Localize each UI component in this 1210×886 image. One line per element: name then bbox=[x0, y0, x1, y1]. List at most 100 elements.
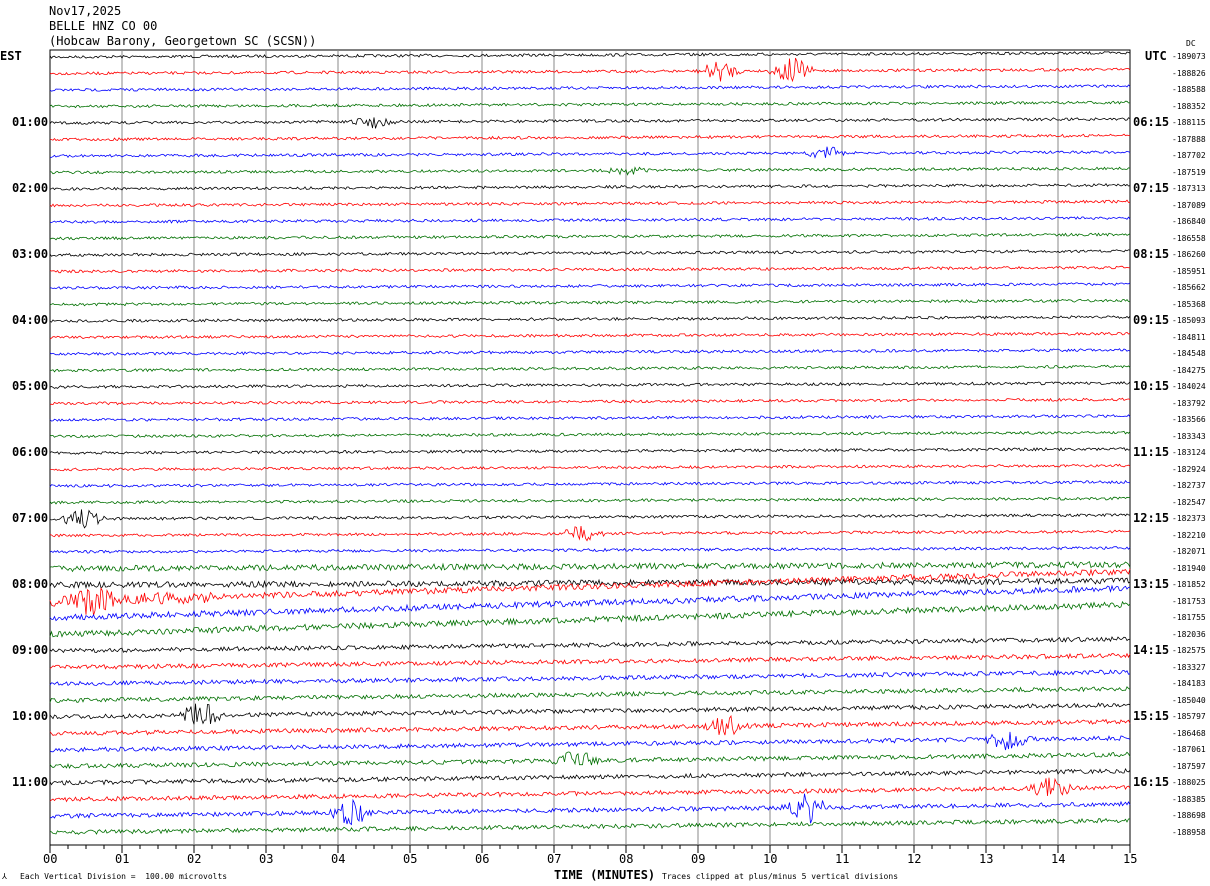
left-hour-label: 05:00 bbox=[12, 379, 49, 393]
x-tick-label: 08 bbox=[619, 852, 634, 866]
dc-offset-label: -182924 bbox=[1172, 464, 1206, 474]
trace-row-34 bbox=[49, 584, 1131, 622]
dc-label: DC bbox=[1186, 39, 1196, 48]
dc-offset-label: -187089 bbox=[1172, 200, 1206, 210]
dc-offset-label: -182373 bbox=[1172, 514, 1206, 523]
dc-offset-label: -187313 bbox=[1172, 184, 1206, 193]
dc-offset-label: -185368 bbox=[1172, 299, 1206, 309]
right-hour-label: 10:15 bbox=[1133, 379, 1170, 393]
trace-row-20 bbox=[49, 381, 1131, 389]
trace-row-36 bbox=[49, 636, 1131, 654]
trace-row-4 bbox=[49, 117, 1131, 129]
trace-row-26 bbox=[49, 480, 1131, 488]
trace-row-29 bbox=[49, 525, 1131, 542]
left-hour-label: 04:00 bbox=[12, 313, 49, 327]
clip-note: Traces clipped at plus/minus 5 vertical … bbox=[662, 872, 899, 881]
right-hour-label: 16:15 bbox=[1133, 775, 1170, 789]
trace-row-7 bbox=[49, 166, 1131, 176]
trace-row-1 bbox=[49, 57, 1131, 83]
trace-row-44 bbox=[49, 767, 1131, 786]
dc-offset-label: -185093 bbox=[1172, 316, 1206, 325]
dc-offset-label: -187702 bbox=[1172, 151, 1206, 160]
right-hour-label: 07:15 bbox=[1133, 181, 1170, 195]
dc-offset-label: -189073 bbox=[1172, 52, 1206, 61]
scale-note-icon: ⅄ bbox=[2, 872, 7, 881]
trace-row-38 bbox=[49, 669, 1131, 686]
x-tick-label: 06 bbox=[475, 852, 490, 866]
dc-offset-label: -182547 bbox=[1172, 497, 1206, 507]
dc-offset-label: -181753 bbox=[1172, 596, 1206, 606]
x-tick-label: 04 bbox=[331, 852, 346, 866]
dc-offset-label: -185797 bbox=[1172, 712, 1206, 721]
trace-row-17 bbox=[49, 331, 1131, 340]
dc-offset-label: -182036 bbox=[1172, 629, 1206, 639]
dc-offset-label: -184548 bbox=[1172, 349, 1206, 358]
dc-offset-label: -185040 bbox=[1172, 695, 1206, 705]
station-label: BELLE HNZ CO 00 bbox=[49, 19, 158, 33]
trace-row-6 bbox=[49, 146, 1131, 159]
dc-offset-label: -185951 bbox=[1172, 266, 1206, 276]
trace-row-25 bbox=[49, 463, 1131, 472]
trace-row-0 bbox=[49, 51, 1131, 59]
scale-note: Each Vertical Division = 100.00 microvol… bbox=[20, 872, 228, 881]
dc-offset-label: -182210 bbox=[1172, 530, 1206, 540]
right-timezone: UTC bbox=[1145, 49, 1167, 63]
x-tick-label: 12 bbox=[907, 852, 922, 866]
x-tick-label: 15 bbox=[1123, 852, 1138, 866]
trace-row-47 bbox=[49, 817, 1131, 835]
dc-offset-label: -184275 bbox=[1172, 365, 1206, 375]
trace-row-45 bbox=[49, 777, 1131, 803]
x-tick-label: 14 bbox=[1051, 852, 1066, 866]
dc-offset-label: -185662 bbox=[1172, 283, 1206, 292]
trace-row-16 bbox=[49, 315, 1131, 323]
trace-row-9 bbox=[49, 199, 1131, 208]
dc-offset-label: -188958 bbox=[1172, 827, 1206, 837]
x-tick-label: 02 bbox=[187, 852, 202, 866]
x-tick-label: 09 bbox=[691, 852, 706, 866]
trace-row-23 bbox=[49, 430, 1131, 439]
dc-offset-label: -187061 bbox=[1172, 745, 1206, 754]
trace-row-39 bbox=[49, 686, 1131, 703]
right-hour-label: 14:15 bbox=[1133, 643, 1170, 657]
left-hour-label: 02:00 bbox=[12, 181, 49, 195]
left-hour-label: 11:00 bbox=[12, 775, 49, 789]
trace-row-21 bbox=[49, 397, 1131, 406]
trace-row-37 bbox=[49, 652, 1131, 670]
x-tick-label: 10 bbox=[763, 852, 778, 866]
left-timezone: EST bbox=[0, 49, 22, 63]
trace-row-13 bbox=[49, 265, 1131, 274]
dc-offset-label: -183792 bbox=[1172, 398, 1206, 408]
dc-offset-label: -181755 bbox=[1172, 613, 1206, 622]
dc-offset-label: -188025 bbox=[1172, 778, 1206, 787]
trace-row-19 bbox=[49, 364, 1131, 373]
dc-offset-label: -184024 bbox=[1172, 382, 1206, 391]
trace-row-14 bbox=[49, 282, 1131, 290]
x-tick-label: 13 bbox=[979, 852, 994, 866]
dc-offset-label: -186468 bbox=[1172, 728, 1206, 738]
trace-row-22 bbox=[49, 414, 1131, 422]
dc-offset-label: -188352 bbox=[1172, 101, 1206, 111]
dc-offset-label: -181852 bbox=[1172, 580, 1206, 589]
dc-offset-label: -188588 bbox=[1172, 85, 1206, 94]
x-tick-label: 07 bbox=[547, 852, 562, 866]
trace-row-24 bbox=[49, 447, 1131, 455]
trace-row-41 bbox=[49, 715, 1131, 736]
dc-offset-label: -183327 bbox=[1172, 662, 1206, 672]
dc-offset-label: -182071 bbox=[1172, 547, 1206, 556]
trace-row-35 bbox=[49, 600, 1131, 638]
trace-row-27 bbox=[49, 496, 1131, 505]
dc-offset-label: -188115 bbox=[1172, 118, 1206, 127]
trace-row-46 bbox=[50, 793, 1131, 826]
trace-row-15 bbox=[49, 298, 1131, 307]
trace-row-28 bbox=[49, 509, 1131, 529]
right-hour-label: 13:15 bbox=[1133, 577, 1170, 591]
location-label: (Hobcaw Barony, Georgetown SC (SCSN)) bbox=[49, 34, 317, 48]
trace-row-32 bbox=[49, 577, 1131, 590]
dc-offset-label: -186558 bbox=[1172, 233, 1206, 243]
dc-offset-label: -182737 bbox=[1172, 481, 1206, 490]
x-tick-label: 05 bbox=[403, 852, 418, 866]
trace-row-5 bbox=[49, 133, 1131, 142]
dc-offset-label: -182575 bbox=[1172, 646, 1206, 655]
right-hour-label: 08:15 bbox=[1133, 247, 1170, 261]
left-hour-label: 01:00 bbox=[12, 115, 49, 129]
